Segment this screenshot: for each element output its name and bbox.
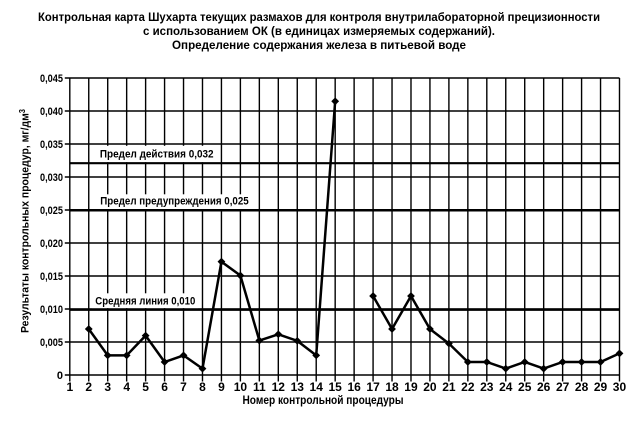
svg-text:Результаты контрольных процеду: Результаты контрольных процедур, мг/дм3 <box>18 108 32 333</box>
svg-text:0,015: 0,015 <box>40 271 63 283</box>
svg-text:6: 6 <box>161 380 168 394</box>
svg-text:16: 16 <box>347 380 361 394</box>
svg-text:3: 3 <box>104 380 111 394</box>
svg-text:15: 15 <box>328 380 342 394</box>
svg-text:14: 14 <box>310 380 324 394</box>
svg-text:9: 9 <box>218 380 225 394</box>
svg-text:0,045: 0,045 <box>40 73 63 85</box>
svg-text:27: 27 <box>556 380 570 394</box>
svg-text:8: 8 <box>199 380 206 394</box>
svg-text:0,025: 0,025 <box>40 205 63 217</box>
svg-text:10: 10 <box>234 380 248 394</box>
svg-text:0,040: 0,040 <box>40 106 63 118</box>
svg-text:21: 21 <box>442 380 456 394</box>
svg-text:7: 7 <box>180 380 187 394</box>
svg-text:1: 1 <box>66 380 73 394</box>
svg-text:25: 25 <box>518 380 532 394</box>
svg-text:22: 22 <box>461 380 475 394</box>
svg-text:0,020: 0,020 <box>40 238 63 250</box>
svg-text:17: 17 <box>366 380 380 394</box>
svg-text:28: 28 <box>575 380 589 394</box>
svg-text:Предел предупреждения 0,025: Предел предупреждения 0,025 <box>100 196 248 208</box>
svg-text:с использованием ОК (в единица: с использованием ОК (в единицах измеряем… <box>143 24 495 38</box>
svg-text:Определение содержания железа: Определение содержания железа в питьевой… <box>172 38 466 52</box>
svg-text:Предел действия 0,032: Предел действия 0,032 <box>100 149 214 161</box>
svg-text:0,010: 0,010 <box>40 304 63 316</box>
svg-text:13: 13 <box>291 380 305 394</box>
svg-text:11: 11 <box>253 380 266 394</box>
svg-text:Номер контрольной процедуры: Номер контрольной процедуры <box>243 393 404 407</box>
svg-text:20: 20 <box>423 380 437 394</box>
svg-text:24: 24 <box>499 380 513 394</box>
svg-text:0,030: 0,030 <box>40 172 63 184</box>
svg-text:26: 26 <box>537 380 551 394</box>
svg-text:29: 29 <box>594 380 608 394</box>
svg-text:0,035: 0,035 <box>40 139 63 151</box>
svg-text:12: 12 <box>272 380 286 394</box>
svg-text:30: 30 <box>613 380 627 394</box>
svg-text:Средняя линия 0,010: Средняя линия 0,010 <box>95 296 195 308</box>
svg-text:18: 18 <box>385 380 399 394</box>
svg-text:5: 5 <box>142 380 149 394</box>
svg-text:0,005: 0,005 <box>40 337 63 349</box>
svg-text:23: 23 <box>480 380 494 394</box>
svg-text:4: 4 <box>123 380 130 394</box>
svg-text:2: 2 <box>85 380 92 394</box>
svg-text:Контрольная карта Шухарта теку: Контрольная карта Шухарта текущих размах… <box>38 10 600 24</box>
svg-text:0: 0 <box>57 370 63 382</box>
svg-text:19: 19 <box>404 380 418 394</box>
